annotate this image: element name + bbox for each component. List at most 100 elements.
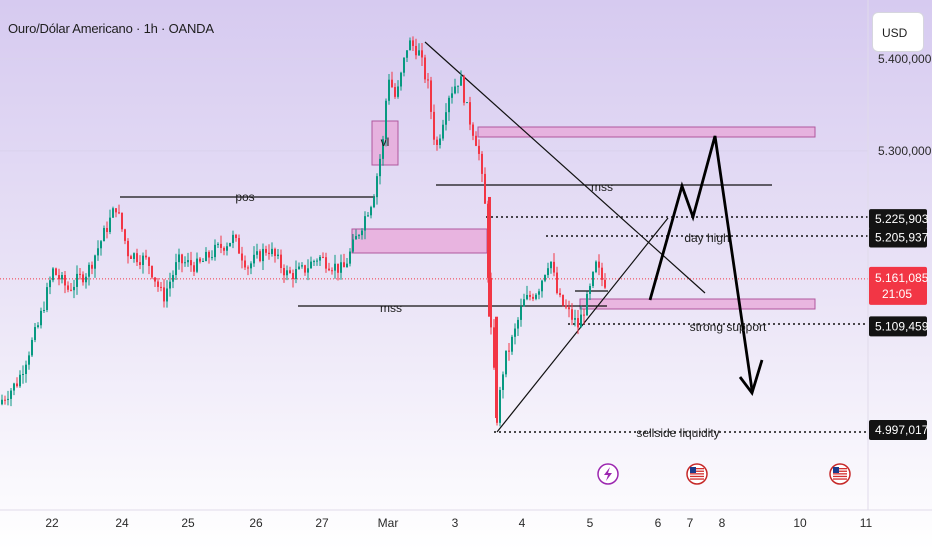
candle-body bbox=[430, 80, 432, 112]
candle-body bbox=[49, 280, 51, 288]
candle bbox=[265, 245, 267, 256]
currency-button[interactable]: USD bbox=[872, 12, 924, 52]
candle bbox=[37, 322, 39, 329]
candle bbox=[7, 390, 9, 406]
candle-body bbox=[184, 262, 186, 264]
us-flag-icon[interactable] bbox=[686, 463, 708, 485]
candle bbox=[445, 103, 447, 131]
candle bbox=[436, 136, 438, 151]
supply-zone-top[interactable] bbox=[477, 126, 816, 138]
candle-body bbox=[274, 248, 276, 257]
annotation-label: pos bbox=[235, 190, 254, 204]
candle-body bbox=[202, 261, 204, 263]
candle bbox=[55, 267, 57, 276]
candle bbox=[334, 254, 336, 279]
candle bbox=[502, 371, 504, 399]
candle-body bbox=[277, 254, 279, 257]
candle bbox=[604, 273, 606, 290]
demand-zone[interactable] bbox=[351, 228, 488, 254]
candle-body bbox=[211, 257, 213, 259]
candle-body bbox=[13, 383, 15, 391]
candle bbox=[217, 242, 219, 249]
candle-body bbox=[523, 299, 525, 307]
candle bbox=[130, 254, 132, 259]
candle bbox=[565, 299, 567, 310]
candle bbox=[106, 221, 108, 239]
y-tick-label: 5.300,000 bbox=[878, 144, 932, 158]
x-tick-label: 27 bbox=[315, 516, 329, 530]
candle bbox=[397, 80, 399, 99]
candle-body bbox=[445, 112, 447, 125]
candle-body bbox=[124, 229, 126, 241]
x-tick-label: 11 bbox=[860, 516, 873, 530]
candle bbox=[466, 101, 468, 104]
annotation-label: mss bbox=[380, 301, 402, 315]
projection-arrowhead bbox=[738, 359, 764, 397]
candle bbox=[112, 206, 114, 218]
candle-body bbox=[355, 236, 357, 240]
candle bbox=[43, 301, 45, 314]
candle-body bbox=[463, 76, 465, 103]
candle bbox=[283, 264, 285, 283]
candle-body bbox=[268, 252, 270, 255]
candle-body bbox=[376, 176, 378, 198]
candle-body bbox=[229, 242, 231, 247]
candle bbox=[472, 122, 474, 141]
x-tick-label: 22 bbox=[45, 516, 59, 530]
candle bbox=[523, 293, 525, 307]
candle-body bbox=[529, 294, 531, 297]
support-zone[interactable] bbox=[579, 298, 816, 310]
us-flag-icon[interactable] bbox=[829, 463, 851, 485]
flag-stripe bbox=[690, 478, 704, 480]
candle bbox=[475, 131, 477, 147]
candle bbox=[4, 395, 6, 405]
candle bbox=[382, 135, 384, 166]
annotation-label: day high bbox=[684, 231, 729, 245]
candle bbox=[394, 83, 396, 99]
trendline-up[interactable] bbox=[496, 217, 669, 433]
candle-body bbox=[535, 294, 537, 299]
candle bbox=[193, 261, 195, 277]
candle bbox=[292, 269, 294, 288]
candle-body bbox=[565, 305, 567, 308]
candle bbox=[223, 246, 225, 256]
candle-body bbox=[28, 355, 30, 365]
candle-body bbox=[1, 399, 3, 405]
candle-body bbox=[196, 258, 198, 272]
candle bbox=[592, 271, 594, 288]
candle bbox=[208, 250, 210, 264]
candle-body bbox=[43, 310, 45, 312]
countdown-label: 21:05 bbox=[882, 287, 912, 301]
candle bbox=[82, 271, 84, 286]
candle-body bbox=[361, 230, 363, 236]
candle bbox=[52, 267, 54, 283]
candle-body bbox=[250, 263, 252, 269]
candle bbox=[220, 235, 222, 254]
candle bbox=[190, 251, 192, 272]
lightning-icon[interactable] bbox=[597, 463, 619, 485]
trendline-down[interactable] bbox=[424, 41, 706, 294]
candle bbox=[169, 272, 171, 297]
candle bbox=[1, 394, 3, 406]
candle bbox=[325, 252, 327, 273]
candle-body bbox=[589, 286, 591, 294]
price-tag bbox=[869, 209, 927, 230]
candle bbox=[358, 233, 360, 240]
candle bbox=[238, 234, 240, 254]
candle-body bbox=[199, 258, 201, 262]
candle-body bbox=[115, 208, 117, 213]
candle-body bbox=[520, 306, 522, 320]
candle-body bbox=[367, 215, 369, 217]
candle bbox=[85, 273, 87, 289]
projection-path[interactable] bbox=[648, 135, 754, 391]
candle-body bbox=[601, 267, 603, 280]
candle bbox=[175, 253, 177, 280]
candle-body bbox=[280, 254, 282, 269]
candle-body bbox=[259, 251, 261, 262]
candle-body bbox=[349, 251, 351, 264]
candle bbox=[316, 258, 318, 266]
candle-body bbox=[148, 257, 150, 266]
annotation-label: vl bbox=[381, 135, 390, 149]
candle-body bbox=[130, 256, 132, 259]
